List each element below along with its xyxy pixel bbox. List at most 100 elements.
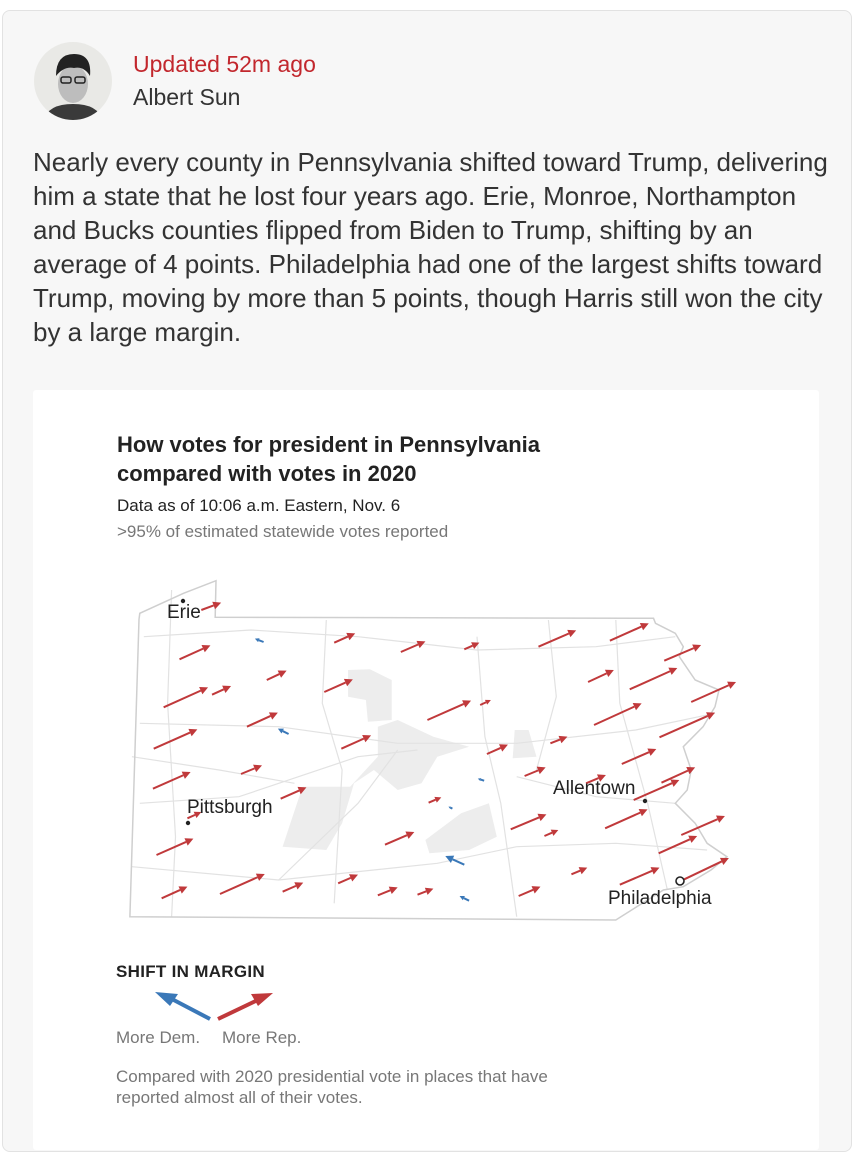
legend-note: Compared with 2020 presidential vote in … bbox=[116, 1067, 548, 1107]
city-label-philadelphia: Philadelphia bbox=[608, 888, 712, 909]
gray-region bbox=[348, 669, 392, 722]
rep-shift-arrow bbox=[544, 829, 559, 837]
dem-shift-arrow bbox=[477, 778, 485, 782]
rep-shift-arrow bbox=[282, 882, 304, 893]
graphic-title: How votes for president in Pennsylvania … bbox=[117, 432, 540, 486]
rep-shift-arrow bbox=[240, 764, 263, 775]
shift-arrows bbox=[152, 601, 737, 902]
rep-shift-arrow bbox=[463, 642, 480, 651]
author-name[interactable]: Albert Sun bbox=[133, 84, 241, 110]
road bbox=[131, 756, 295, 784]
city-markers bbox=[180, 598, 685, 886]
rep-shift-arrow bbox=[619, 867, 660, 886]
road bbox=[615, 619, 668, 891]
road bbox=[516, 776, 676, 804]
rep-shift-arrow bbox=[246, 712, 278, 728]
city-label-allentown: Allentown bbox=[553, 778, 635, 799]
rep-shift-arrow bbox=[340, 734, 372, 750]
legend-dem-label: More Dem. bbox=[116, 1028, 201, 1047]
rep-shift-arrow bbox=[384, 831, 415, 846]
rep-shift-arrow bbox=[427, 700, 472, 721]
rep-shift-arrow bbox=[152, 771, 191, 790]
erie-dot bbox=[180, 598, 186, 604]
gray-region bbox=[512, 730, 537, 759]
road bbox=[535, 619, 557, 771]
allentown-dot bbox=[642, 798, 648, 804]
legend-rep-arrowhead-icon bbox=[251, 993, 273, 1006]
rep-shift-arrow bbox=[604, 808, 648, 830]
legend-title: SHIFT IN MARGIN bbox=[116, 962, 265, 981]
gray-regions bbox=[282, 669, 537, 854]
reporting-status: >95% of estimated statewide votes report… bbox=[117, 522, 449, 541]
philadelphia-dot bbox=[675, 876, 685, 886]
rep-shift-arrow bbox=[156, 838, 194, 856]
author-photo-icon bbox=[44, 54, 102, 120]
rep-shift-arrow bbox=[518, 886, 541, 897]
rep-shift-arrow bbox=[524, 766, 546, 777]
dem-shift-arrow bbox=[445, 855, 465, 866]
road bbox=[131, 842, 708, 881]
roads bbox=[131, 589, 716, 917]
rep-shift-arrow bbox=[486, 744, 508, 755]
rep-shift-arrow bbox=[479, 699, 491, 706]
rep-shift-arrow bbox=[629, 667, 678, 691]
road bbox=[321, 619, 343, 904]
post-body: Nearly every county in Pennsylvania shif… bbox=[33, 147, 828, 347]
updated-timestamp: Updated 52m ago bbox=[133, 51, 316, 77]
rep-shift-arrow bbox=[337, 874, 359, 885]
state-outline bbox=[129, 579, 729, 921]
rep-shift-arrow bbox=[161, 886, 188, 900]
legend-dem-arrow-icon bbox=[167, 995, 211, 1021]
rep-shift-arrow bbox=[280, 786, 307, 800]
city-label-pittsburgh: Pittsburgh bbox=[187, 797, 273, 818]
road bbox=[143, 629, 676, 651]
road bbox=[476, 636, 518, 917]
rep-shift-arrow bbox=[678, 857, 729, 883]
rep-shift-arrow bbox=[663, 644, 702, 662]
road bbox=[278, 749, 399, 881]
rep-shift-arrow bbox=[690, 681, 737, 703]
rep-shift-arrow bbox=[510, 813, 547, 831]
rep-shift-arrow bbox=[585, 774, 606, 785]
rep-shift-arrow bbox=[680, 815, 725, 836]
gray-region bbox=[425, 803, 497, 854]
city-label-erie: Erie bbox=[167, 602, 201, 623]
road bbox=[139, 749, 418, 804]
rep-shift-arrow bbox=[153, 728, 198, 750]
legend-rep-label: More Rep. bbox=[222, 1028, 302, 1047]
rep-shift-arrow bbox=[621, 748, 657, 765]
rep-shift-arrow bbox=[377, 886, 398, 897]
rep-shift-arrow bbox=[633, 779, 680, 801]
gray-region bbox=[282, 720, 470, 850]
pittsburgh-dot bbox=[185, 820, 191, 826]
rep-shift-arrow bbox=[538, 629, 577, 648]
rep-shift-arrow bbox=[211, 685, 232, 696]
rep-shift-arrow bbox=[661, 767, 696, 784]
rep-shift-arrow bbox=[163, 686, 209, 709]
road bbox=[139, 712, 716, 744]
rep-shift-arrow bbox=[593, 703, 642, 726]
rep-shift-arrow bbox=[428, 796, 442, 804]
rep-shift-arrow bbox=[323, 678, 353, 693]
rep-shift-arrow bbox=[266, 670, 287, 681]
rep-shift-arrow bbox=[658, 835, 698, 855]
road bbox=[166, 589, 177, 917]
legend-dem-arrowhead-icon bbox=[155, 992, 178, 1006]
rep-shift-arrow bbox=[587, 669, 614, 683]
dem-shift-arrow bbox=[459, 895, 470, 902]
dem-shift-arrow bbox=[254, 638, 264, 643]
dem-shift-arrow bbox=[277, 728, 290, 735]
rep-shift-arrow bbox=[609, 622, 649, 642]
rep-shift-arrow bbox=[417, 887, 434, 896]
rep-shift-arrow bbox=[550, 735, 568, 745]
author-avatar bbox=[34, 42, 112, 120]
legend-arrows bbox=[155, 992, 273, 1021]
dem-shift-arrow bbox=[448, 806, 453, 810]
rep-shift-arrow bbox=[200, 601, 222, 611]
rep-shift-arrow bbox=[187, 811, 202, 820]
rep-shift-arrow bbox=[219, 873, 265, 895]
rep-shift-arrow bbox=[333, 632, 356, 644]
rep-shift-arrow bbox=[400, 640, 426, 653]
rep-shift-arrow bbox=[659, 712, 716, 739]
